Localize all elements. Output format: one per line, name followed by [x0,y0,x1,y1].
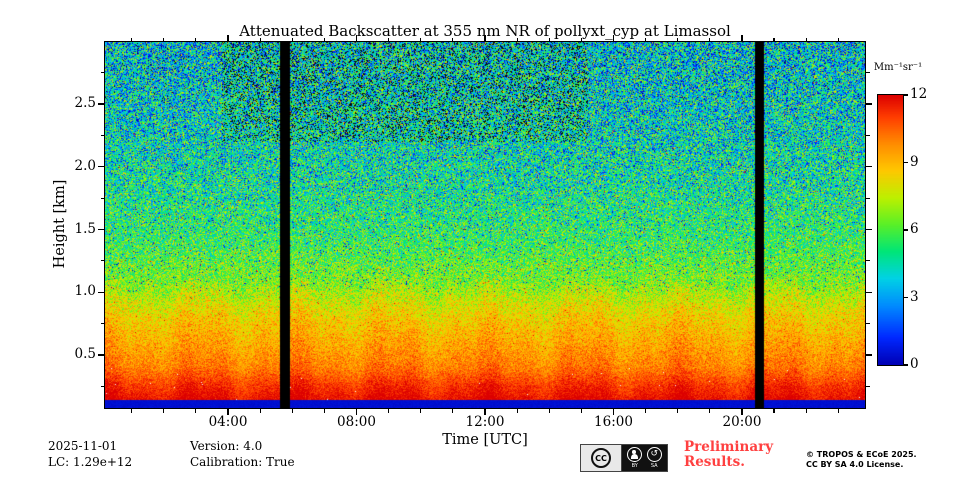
tick-mark [904,364,908,366]
tick-mark [131,409,133,413]
colorbar-tick-label: 12 [910,86,928,102]
version-label: Version: 4.0 [190,439,263,453]
tick-mark [677,409,679,413]
measurement-date: 2025-11-01 [48,439,118,453]
cc-sa-label: SA [650,463,658,469]
preliminary-line2: Results. [684,454,745,470]
x-tick-label: 08:00 [337,414,376,430]
preliminary-results-watermark: Preliminary Results. [684,440,773,470]
calibration-label: Calibration: True [190,455,295,469]
cc-by-sa-badge: CC BY ↺ SA [580,444,668,472]
x-tick-label: 12:00 [465,414,505,430]
tick-mark [773,409,775,413]
y-tick-label: 1.5 [74,220,96,237]
tick-mark [580,409,582,413]
x-axis-label: Time [UTC] [442,432,528,448]
tick-mark [645,409,647,413]
tick-mark [904,296,908,299]
tick-mark [323,409,325,413]
tick-mark [388,409,390,413]
cc-by-person-icon [627,447,643,462]
cc-sa-icon: ↺ [646,447,662,462]
tick-mark [866,385,870,387]
tick-mark [163,409,165,413]
copyright-line: © TROPOS & ECoE 2025. [806,450,917,459]
colorbar-tick-label: 6 [910,221,919,237]
plot-area [104,41,866,409]
lidar-constant: LC: 1.29e+12 [48,455,133,469]
copyright-license: © TROPOS & ECoE 2025. CC BY SA 4.0 Licen… [806,450,917,470]
y-tick-label: 2.0 [74,157,96,174]
cc-logo-icon: CC [591,448,611,468]
cc-logo-box: CC [580,444,622,472]
tick-mark [866,291,872,293]
tick-mark [548,409,550,413]
tick-mark [259,409,261,413]
cc-by-sa-box: BY ↺ SA [622,444,668,472]
tick-mark [516,409,518,413]
colorbar-unit-label: Mm⁻¹sr⁻¹ [873,62,923,73]
tick-mark [837,409,839,413]
tick-mark [904,94,908,96]
colorbar-canvas [878,95,903,365]
colorbar [877,94,904,366]
tick-mark [866,134,870,136]
heatmap-canvas [105,42,865,408]
tick-mark [904,229,908,231]
tick-mark [709,409,711,413]
tick-mark [805,409,807,413]
tick-mark [904,161,908,164]
chart-title: Attenuated Backscatter at 355 nm NR of p… [239,22,731,40]
x-tick-label: 20:00 [722,414,762,430]
tick-mark [866,260,870,262]
license-line: CC BY SA 4.0 License. [806,460,904,469]
tick-mark [291,409,293,413]
y-tick-label: 0.5 [74,346,96,363]
preliminary-line1: Preliminary [684,439,774,455]
cc-by-label: BY [631,463,638,469]
tick-mark [866,166,872,168]
x-tick-label: 16:00 [594,414,633,430]
tick-mark [452,409,454,413]
y-tick-label: 2.5 [74,95,96,111]
tick-mark [195,409,197,413]
colorbar-tick-label: 3 [910,288,919,305]
colorbar-tick-label: 0 [910,356,919,372]
colorbar-tick-label: 9 [910,153,919,170]
tick-mark [866,103,872,105]
tick-mark [866,354,872,356]
y-tick-label: 1.0 [74,283,96,300]
tick-mark [866,228,872,231]
x-tick-label: 04:00 [208,414,248,430]
tick-mark [866,197,870,199]
tick-mark [866,323,870,325]
tick-mark [420,409,422,413]
